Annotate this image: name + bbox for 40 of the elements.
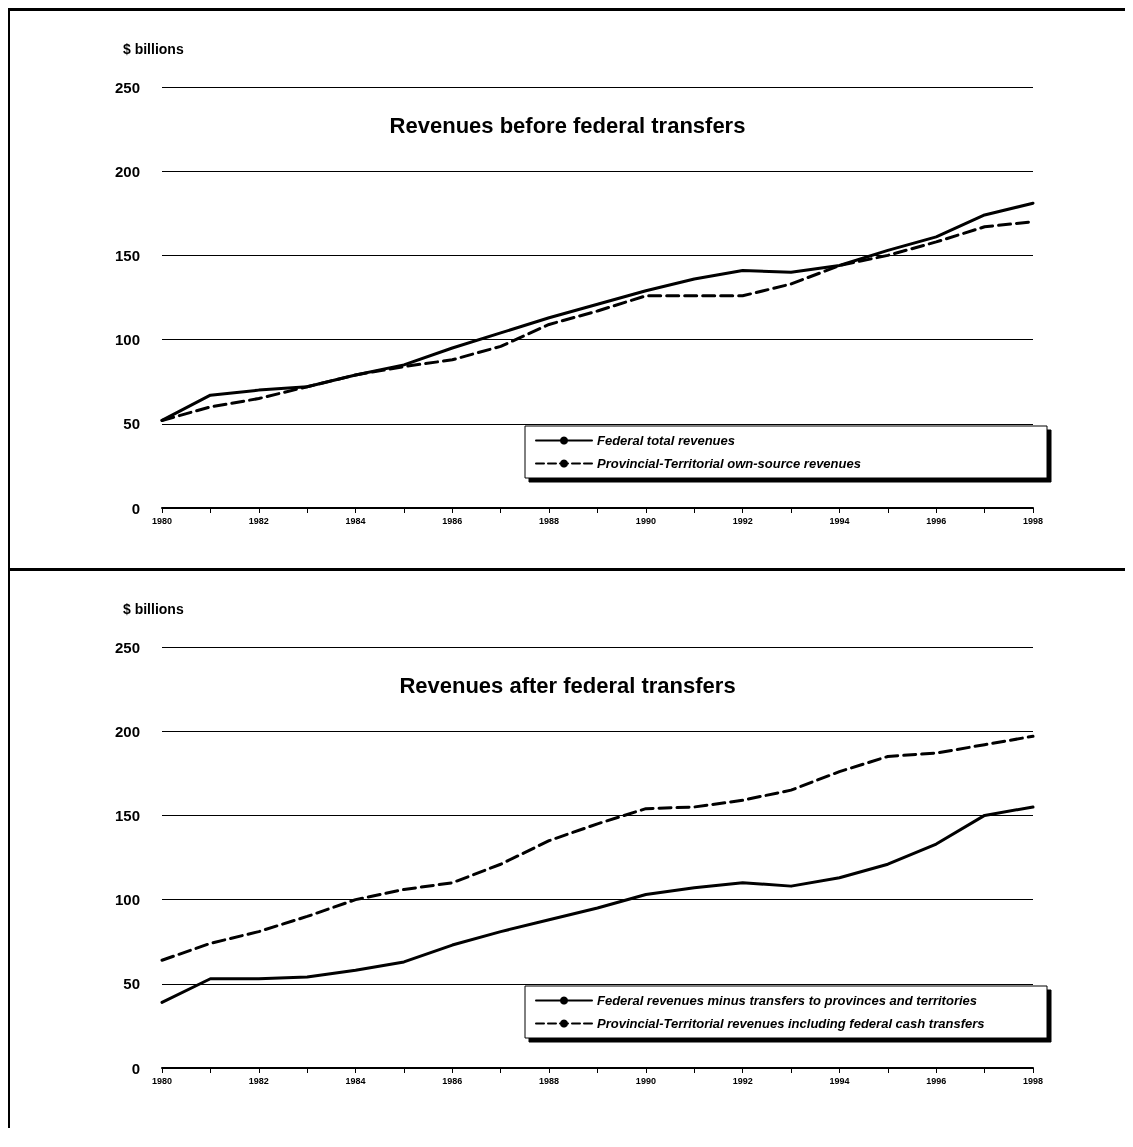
- y-tick-label: 100: [114, 331, 140, 349]
- x-tick-label: 1982: [248, 1075, 269, 1086]
- x-tick-label: 1990: [635, 1075, 656, 1086]
- x-tick-label: 1984: [345, 1075, 366, 1086]
- y-tick-label: 150: [114, 246, 140, 264]
- y-axis-title: $ billions: [123, 601, 184, 617]
- legend-label: Provincial-Territorial own-source revenues: [597, 456, 861, 471]
- x-tick-label: 1984: [345, 515, 366, 526]
- x-tick-label: 1998: [1022, 1075, 1044, 1086]
- x-tick-label: 1986: [442, 515, 463, 526]
- x-tick-label: 1982: [248, 515, 269, 526]
- y-tick-label: 250: [114, 78, 140, 96]
- y-axis-title: $ billions: [123, 41, 184, 57]
- x-tick-label: 1996: [926, 1075, 947, 1086]
- y-tick-label: 200: [114, 722, 140, 740]
- x-tick-label: 1996: [926, 515, 947, 526]
- text: Revenues before federal transfers: [389, 112, 746, 138]
- y-tick-label: 250: [114, 638, 140, 656]
- legend-label: Federal revenues minus transfers to provinces and territories: [597, 993, 978, 1008]
- legend-label: Federal total revenues: [597, 433, 735, 448]
- y-tick-label: 0: [131, 1059, 140, 1077]
- y-tick-label: 50: [123, 415, 140, 433]
- x-tick-label: 1980: [151, 1075, 173, 1086]
- x-tick-label: 1990: [635, 515, 656, 526]
- x-tick-label: 1992: [732, 1075, 753, 1086]
- x-tick-label: 1986: [442, 1075, 463, 1086]
- text: Revenues after federal transfers: [399, 672, 736, 698]
- y-tick-label: 100: [114, 891, 140, 909]
- x-tick-label: 1980: [151, 515, 173, 526]
- y-tick-label: 0: [131, 499, 140, 517]
- x-tick-label: 1998: [1022, 515, 1044, 526]
- x-tick-label: 1992: [732, 515, 753, 526]
- y-tick-label: 150: [114, 806, 140, 824]
- x-tick-label: 1994: [829, 515, 850, 526]
- x-tick-label: 1994: [829, 1075, 850, 1086]
- x-tick-label: 1988: [539, 1075, 560, 1086]
- x-tick-label: 1988: [539, 515, 560, 526]
- y-tick-label: 200: [114, 162, 140, 180]
- y-tick-label: 50: [123, 975, 140, 993]
- legend-label: Provincial-Territorial revenues including federal cash transfers: [597, 1016, 985, 1031]
